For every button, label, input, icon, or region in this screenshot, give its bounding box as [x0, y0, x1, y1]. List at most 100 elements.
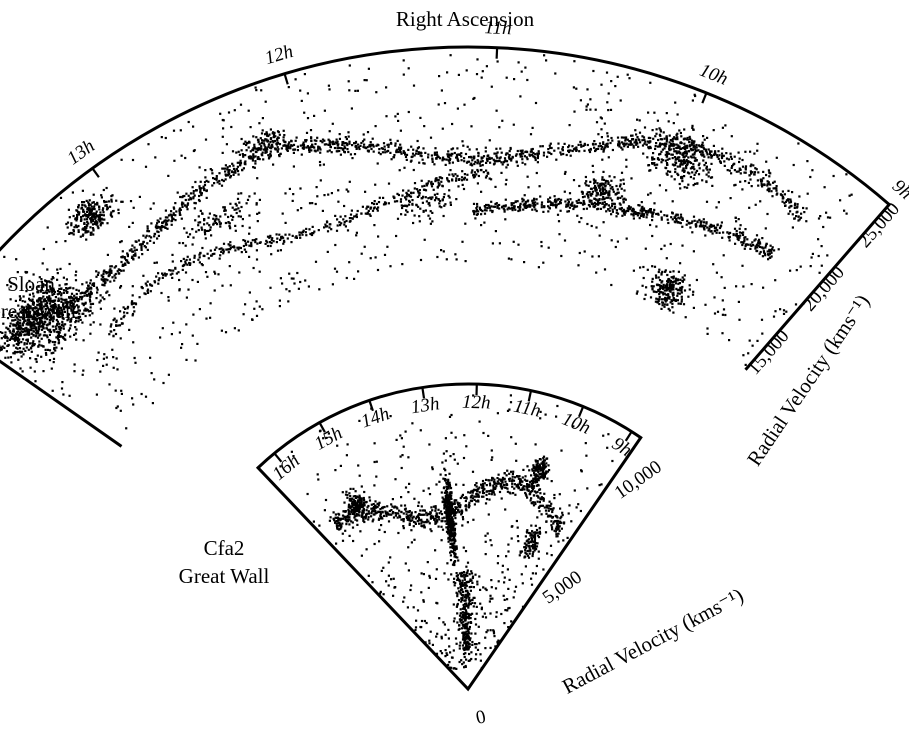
sloan-galaxy-point — [569, 149, 572, 152]
sloan-galaxy-point — [192, 190, 195, 193]
sloan-galaxy-point — [553, 195, 556, 198]
sloan-galaxy-point — [131, 221, 134, 224]
sloan-galaxy-point — [306, 92, 309, 95]
sloan-galaxy-point — [226, 168, 229, 171]
sloan-galaxy-point — [380, 147, 383, 150]
sloan-galaxy-point — [664, 270, 667, 273]
sloan-galaxy-point — [622, 182, 625, 185]
sloan-galaxy-point — [695, 146, 698, 149]
sloan-galaxy-point — [159, 336, 162, 339]
sloan-galaxy-point — [273, 131, 276, 134]
sloan-galaxy-point — [154, 225, 157, 228]
sloan-galaxy-point — [83, 204, 86, 207]
sloan-galaxy-point — [676, 138, 679, 141]
sloan-galaxy-point — [132, 306, 135, 309]
sloan-galaxy-point — [393, 196, 396, 199]
sloan-galaxy-point — [490, 85, 493, 88]
sloan-galaxy-point — [218, 172, 221, 175]
sloan-galaxy-point — [269, 152, 272, 156]
sloan-galaxy-point — [21, 322, 24, 325]
sloan-galaxy-point — [172, 212, 175, 215]
sloan-galaxy-point — [572, 86, 575, 89]
sloan-galaxy-point — [245, 250, 248, 253]
cfa2-galaxy-point — [471, 643, 474, 646]
sloan-galaxy-point — [622, 200, 625, 203]
sloan-galaxy-point — [228, 169, 231, 172]
sloan-galaxy-point — [656, 301, 659, 304]
sloan-galaxy-point — [684, 161, 687, 164]
sloan-galaxy-point — [683, 186, 686, 189]
sloan-galaxy-point — [387, 143, 390, 146]
sloan-galaxy-point — [605, 71, 609, 74]
sloan-galaxy-point — [377, 235, 380, 238]
sloan-galaxy-point — [103, 284, 106, 287]
sloan-galaxy-point — [515, 160, 518, 163]
sloan-galaxy-point — [119, 285, 123, 288]
sloan-galaxy-point — [614, 193, 617, 196]
sloan-galaxy-point — [57, 314, 60, 317]
cfa2-galaxy-point — [553, 497, 556, 500]
sloan-galaxy-point — [19, 298, 22, 302]
sloan-galaxy-point — [659, 138, 662, 141]
sloan-galaxy-point — [327, 84, 330, 87]
sloan-galaxy-point — [245, 149, 248, 152]
sloan-galaxy-point — [242, 239, 245, 242]
sloan-galaxy-point — [83, 221, 86, 225]
sloan-galaxy-point — [581, 203, 585, 206]
sloan-galaxy-point — [822, 225, 825, 229]
sloan-galaxy-point — [476, 205, 479, 208]
sloan-galaxy-point — [693, 173, 696, 176]
sloan-galaxy-point — [706, 327, 709, 330]
sloan-galaxy-point — [257, 156, 260, 159]
sloan-galaxy-point — [536, 153, 539, 156]
sloan-galaxy-point — [394, 142, 397, 145]
sloan-galaxy-point — [659, 130, 662, 133]
sloan-galaxy-point — [810, 256, 813, 259]
sloan-galaxy-point — [466, 173, 469, 176]
sloan-galaxy-point — [494, 202, 497, 206]
sloan-galaxy-point — [505, 76, 508, 79]
sloan-galaxy-point — [78, 211, 81, 214]
sloan-galaxy-point — [267, 145, 270, 148]
sloan-galaxy-point — [146, 248, 149, 251]
sloan-galaxy-point — [333, 146, 337, 150]
sloan-galaxy-point — [422, 188, 426, 191]
sloan-galaxy-point — [260, 145, 263, 148]
sloan-galaxy-point — [176, 191, 179, 194]
sloan-galaxy-point — [156, 237, 159, 240]
sloan-galaxy-point — [680, 216, 683, 219]
sloan-galaxy-point — [200, 263, 203, 266]
sloan-galaxy-point — [42, 295, 45, 298]
sloan-galaxy-point — [386, 245, 389, 248]
sloan-galaxy-point — [31, 302, 34, 306]
sloan-galaxy-point — [498, 203, 501, 207]
sloan-galaxy-point — [350, 209, 353, 212]
sloan-galaxy-point — [752, 164, 755, 167]
sloan-galaxy-point — [32, 292, 35, 295]
sloan-galaxy-point — [691, 99, 694, 102]
sloan-galaxy-point — [76, 213, 79, 217]
sloan-galaxy-point — [594, 143, 597, 146]
sloan-galaxy-point — [685, 159, 688, 162]
sloan-galaxy-point — [300, 231, 303, 234]
sloan-galaxy-point — [626, 73, 629, 76]
sloan-galaxy-point — [369, 143, 372, 147]
sloan-galaxy-point — [623, 213, 626, 216]
cfa2-galaxy-point — [506, 609, 509, 612]
sloan-galaxy-point — [530, 150, 533, 153]
sloan-galaxy-point — [714, 152, 717, 155]
sloan-galaxy-point — [103, 218, 106, 221]
sloan-galaxy-point — [680, 176, 683, 179]
sloan-galaxy-point — [15, 258, 18, 261]
sloan-galaxy-point — [66, 302, 69, 305]
sloan-galaxy-point — [53, 307, 56, 310]
cfa2-galaxy-point — [476, 580, 479, 583]
sloan-galaxy-point — [668, 289, 671, 292]
sloan-galaxy-point — [447, 180, 451, 183]
sloan-galaxy-point — [509, 207, 512, 210]
sloan-galaxy-point — [595, 121, 599, 124]
sloan-galaxy-point — [626, 138, 629, 141]
sloan-galaxy-point — [661, 270, 664, 273]
sloan-galaxy-point — [595, 191, 598, 194]
sloan-galaxy-point — [634, 210, 637, 214]
